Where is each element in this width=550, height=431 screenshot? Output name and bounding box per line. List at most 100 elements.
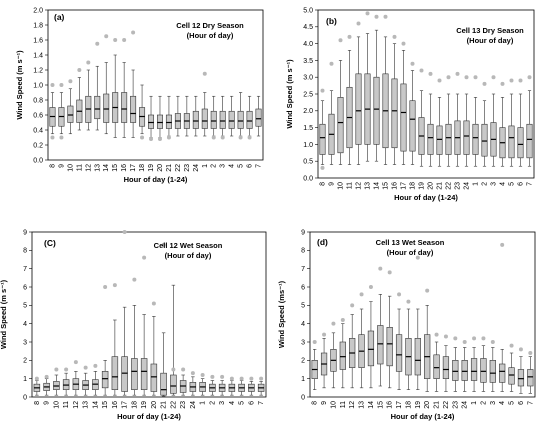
- x-tick-label: 12: [349, 401, 356, 409]
- box-iqr: [150, 363, 158, 392]
- box-iqr: [489, 360, 496, 383]
- x-tick-label: 21: [161, 401, 168, 409]
- outlier-point: [142, 255, 147, 260]
- x-tick-label: 4: [229, 164, 236, 168]
- x-tick-label: 5: [509, 401, 516, 405]
- x-tick-label: 22: [443, 401, 450, 409]
- box-iqr: [395, 334, 403, 372]
- x-tick-label: 5: [238, 164, 245, 168]
- box-iqr: [461, 360, 468, 381]
- outlier-point: [77, 68, 82, 72]
- x-tick-label: 16: [121, 164, 128, 172]
- y-tick-label: 1: [23, 376, 27, 383]
- outlier-point: [68, 79, 73, 84]
- outlier-point: [322, 332, 327, 337]
- outlier-point: [397, 292, 402, 297]
- outlier-point: [359, 292, 364, 297]
- outlier-point: [190, 371, 195, 376]
- box-iqr: [517, 369, 525, 387]
- x-tick-label: 21: [166, 164, 173, 172]
- box-iqr: [442, 356, 450, 379]
- x-tick-label: 10: [330, 401, 337, 409]
- outlier-point: [340, 318, 345, 322]
- outlier-point: [434, 332, 439, 337]
- y-tick-label: 3: [23, 339, 27, 346]
- x-tick-label: 22: [170, 401, 177, 409]
- box-iqr: [210, 110, 217, 129]
- outlier-point: [320, 88, 325, 93]
- outlier-point: [500, 81, 505, 86]
- outlier-point: [472, 336, 477, 341]
- x-tick-label: 7: [527, 182, 534, 186]
- box-iqr: [339, 341, 346, 370]
- x-tick-label: 24: [462, 401, 469, 409]
- x-tick-label: 14: [368, 401, 375, 409]
- box-iqr: [517, 127, 524, 159]
- y-tick-label: 9: [23, 229, 27, 236]
- x-tick-label: 2: [480, 401, 487, 405]
- x-tick-label: 19: [415, 401, 422, 409]
- outlier-point: [112, 283, 117, 288]
- x-tick-label: 12: [73, 401, 80, 409]
- chart-title: Cell 13 Wet Season: [376, 238, 445, 247]
- outlier-point: [481, 336, 486, 341]
- outlier-point: [428, 71, 433, 76]
- outlier-point: [419, 68, 424, 73]
- x-tick-label: 3: [490, 401, 497, 405]
- x-tick-label: 17: [401, 182, 408, 190]
- x-tick-label: 14: [92, 401, 99, 409]
- box-iqr: [201, 108, 208, 129]
- outlier-point: [247, 135, 252, 140]
- y-tick-label: 5: [23, 303, 27, 310]
- y-tick-label: 6: [23, 284, 27, 291]
- x-tick-label: 9: [321, 401, 328, 405]
- x-tick-label: 23: [452, 401, 459, 409]
- y-tick-label: 7: [23, 266, 27, 273]
- y-tick-label: 8: [23, 248, 27, 255]
- panel-label: (d): [317, 237, 328, 247]
- chart-panel-b: 0.00.51.01.52.02.53.03.54.04.55.08 9 10 11 1…: [285, 7, 535, 202]
- outlier-point: [166, 135, 171, 140]
- y-tick-label: 0.2: [33, 142, 43, 149]
- box-iqr: [131, 358, 138, 390]
- outlier-point: [83, 365, 88, 370]
- y-tick-label: 1.6: [33, 37, 43, 44]
- outlier-point: [415, 255, 420, 260]
- box-iqr: [67, 105, 74, 123]
- y-tick-label: 0: [23, 394, 27, 401]
- outlier-point: [383, 14, 388, 19]
- box-iqr: [148, 114, 155, 129]
- x-tick-label: 23: [180, 401, 187, 409]
- x-tick-label: 1: [200, 401, 207, 405]
- x-tick-label: 17: [122, 401, 129, 409]
- x-tick-label: 12: [356, 182, 363, 190]
- x-tick-label: 8: [312, 401, 319, 405]
- x-tick-label: 23: [184, 164, 191, 172]
- x-tick-label: 20: [428, 182, 435, 190]
- outlier-point: [518, 347, 523, 352]
- x-tick-label: 2: [209, 401, 216, 405]
- x-tick-label: 3: [491, 182, 498, 186]
- outlier-point: [443, 334, 448, 339]
- box-iqr: [237, 110, 244, 129]
- outlier-point: [181, 367, 186, 372]
- outlier-point: [473, 75, 478, 80]
- outlier-point: [210, 374, 215, 379]
- outlier-point: [518, 78, 523, 83]
- outlier-point: [239, 376, 244, 381]
- y-tick-label: 0.8: [33, 97, 43, 104]
- outlier-point: [350, 303, 355, 308]
- x-tick-label: 10: [67, 164, 74, 172]
- x-tick-label: 6: [518, 401, 525, 405]
- x-tick-label: 9: [44, 401, 51, 405]
- x-tick-label: 18: [131, 401, 138, 409]
- outlier-point: [50, 135, 55, 140]
- y-tick-label: 0.4: [33, 127, 43, 134]
- outlier-point: [59, 83, 64, 87]
- box-iqr: [391, 78, 398, 149]
- outlier-point: [249, 376, 254, 381]
- y-tick-label: 1.8: [33, 22, 43, 29]
- x-tick-label: 24: [464, 182, 471, 190]
- outlier-point: [132, 277, 137, 282]
